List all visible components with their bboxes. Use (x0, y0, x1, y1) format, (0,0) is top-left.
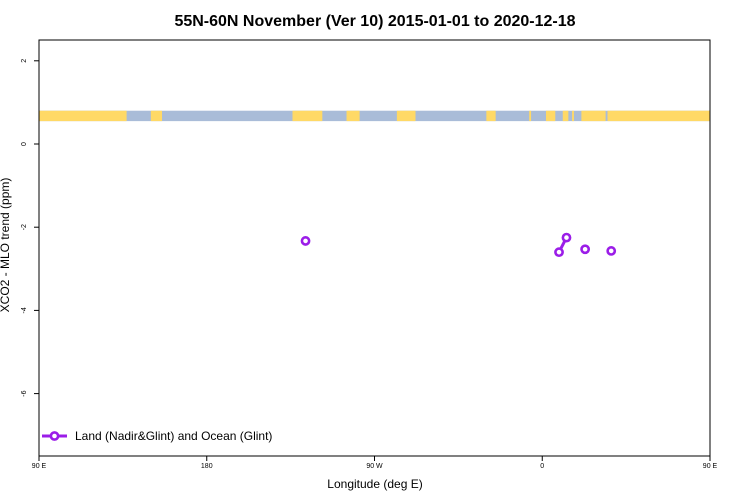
y-tick-label: -4 (21, 307, 28, 313)
y-axis: 2 0 -2 -4 -6 (21, 59, 39, 397)
data-point (561, 232, 572, 243)
map-land (562, 110, 569, 122)
x-tick-label: 180 (201, 463, 213, 470)
y-tick-label: -6 (21, 390, 28, 396)
y-tick-label: -2 (21, 224, 28, 230)
map-ocean (39, 110, 710, 122)
data-point (554, 247, 564, 258)
x-axis-label: Longitude (deg E) (327, 477, 422, 491)
chart-title: 55N-60N November (Ver 10) 2015-01-01 to … (174, 13, 575, 30)
data-point (606, 246, 617, 256)
map-land (529, 110, 532, 122)
y-axis-label: XCO2 - MLO trend (ppm) (0, 178, 12, 313)
data-point (580, 244, 591, 255)
map-land (396, 110, 416, 122)
map-land (545, 110, 556, 122)
map-land (292, 110, 323, 122)
map-land (150, 110, 163, 122)
x-tick-label: 90 E (32, 463, 47, 470)
map-land (581, 110, 606, 122)
data-point (300, 236, 311, 246)
map-land (607, 110, 710, 122)
legend-label: Land (Nadir&Glint) and Ocean (Glint) (75, 429, 272, 443)
x-axis: 90 E 180 90 W 0 90 E (32, 456, 718, 470)
y-tick-label: 2 (21, 59, 28, 63)
x-tick-label: 90 E (703, 463, 718, 470)
legend: Land (Nadir&Glint) and Ocean (Glint) (42, 429, 272, 443)
world-map-band (39, 110, 710, 122)
x-tick-label: 90 W (366, 463, 383, 470)
data-marks (300, 232, 617, 258)
y-tick-label: 0 (21, 142, 28, 146)
map-land (39, 110, 127, 122)
map-land (346, 110, 360, 122)
map-land (486, 110, 496, 122)
map-land (572, 110, 574, 122)
legend-marker-swatch (49, 431, 60, 441)
x-tick-label: 0 (540, 463, 544, 470)
